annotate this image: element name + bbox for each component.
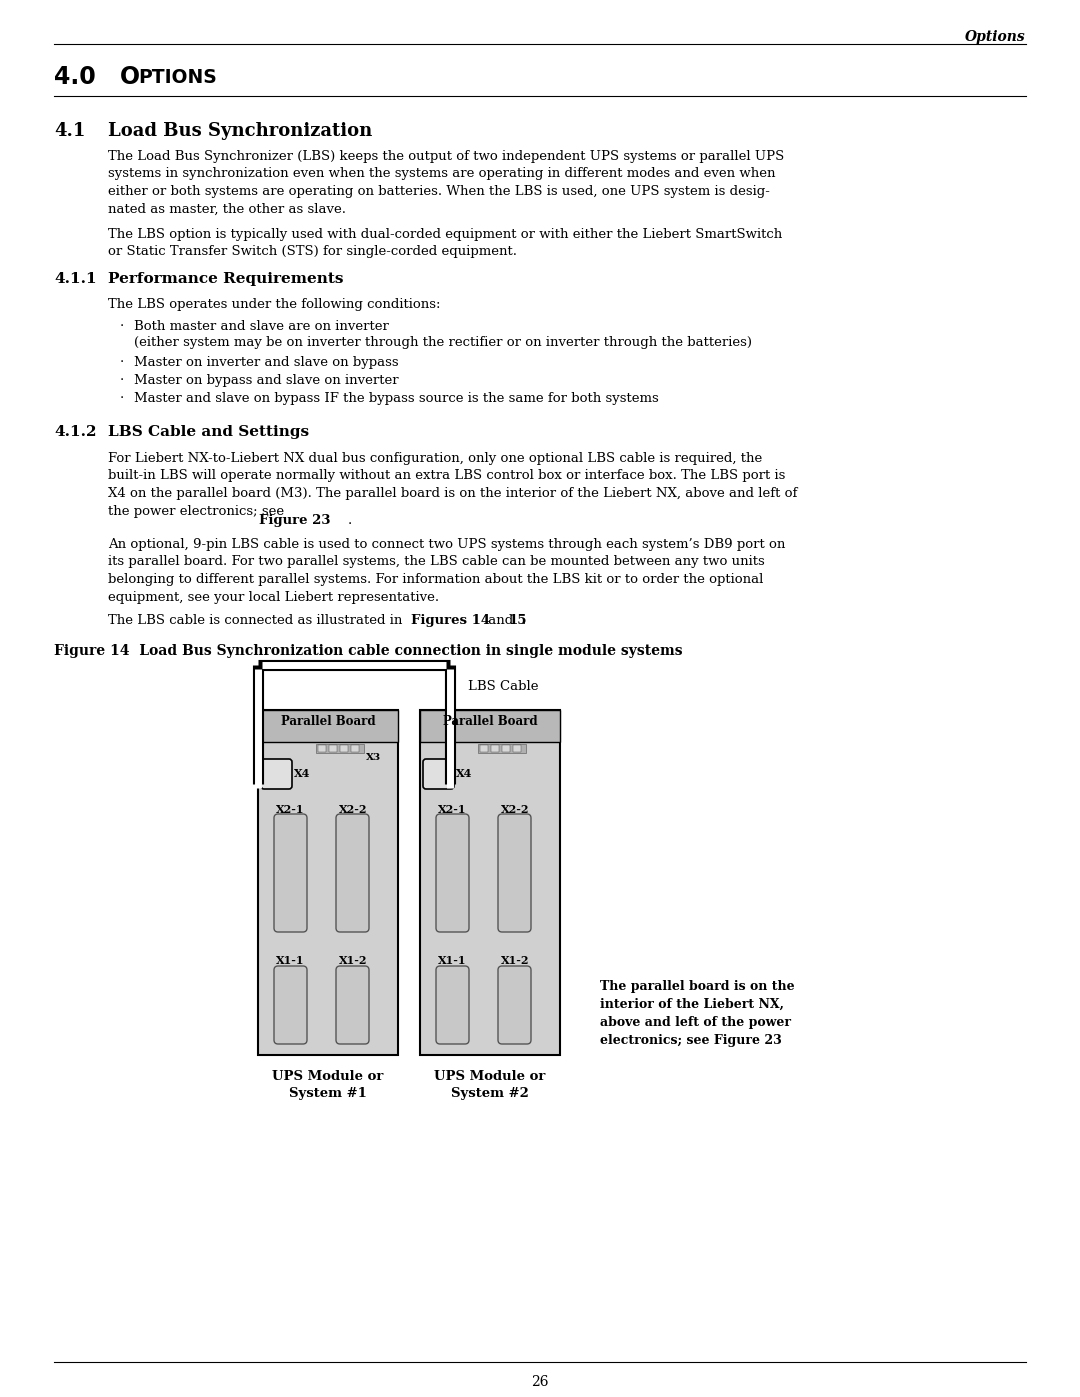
Text: X2-1: X2-1 [275,805,305,814]
Text: Master on bypass and slave on inverter: Master on bypass and slave on inverter [134,374,399,387]
Text: Figure 14  Load Bus Synchronization cable connection in single module systems: Figure 14 Load Bus Synchronization cable… [54,644,683,658]
Bar [351,745,359,752]
Bar [258,710,399,1055]
Text: Both master and slave are on inverter: Both master and slave are on inverter [134,320,389,332]
Text: Performance Requirements: Performance Requirements [108,272,343,286]
Text: 4.1.2: 4.1.2 [54,425,96,439]
Text: and: and [484,615,517,627]
Text: Options: Options [966,29,1026,43]
Text: ·: · [120,320,124,332]
Text: X1-2: X1-2 [501,956,529,965]
Text: 4.0: 4.0 [54,66,96,89]
Bar [329,745,337,752]
Bar [420,710,561,742]
Text: LBS Cable: LBS Cable [468,680,539,693]
FancyBboxPatch shape [423,759,454,789]
Text: X4: X4 [456,768,472,780]
Text: X1-1: X1-1 [437,956,467,965]
Text: Master on inverter and slave on bypass: Master on inverter and slave on bypass [134,356,399,369]
Text: 15: 15 [508,615,527,627]
Text: ·: · [120,374,124,387]
Text: X2-2: X2-2 [339,805,367,814]
Bar [502,745,510,752]
Text: Master and slave on bypass IF the bypass source is the same for both systems: Master and slave on bypass IF the bypass… [134,393,659,405]
Text: X1-2: X1-2 [339,956,367,965]
Text: X3: X3 [366,753,381,761]
Text: ·: · [120,393,124,405]
FancyBboxPatch shape [274,965,307,1044]
Text: The LBS option is typically used with dual-corded equipment or with either the L: The LBS option is typically used with du… [108,228,782,258]
Text: Parallel Board: Parallel Board [443,715,538,728]
Text: ·: · [120,356,124,369]
Text: UPS Module or
System #2: UPS Module or System #2 [434,1070,545,1099]
FancyBboxPatch shape [261,759,292,789]
Text: .: . [522,615,526,627]
Text: (either system may be on inverter through the rectifier or on inverter through t: (either system may be on inverter throug… [134,337,752,349]
Text: X4: X4 [294,768,310,780]
Bar [340,745,348,752]
Text: The LBS operates under the following conditions:: The LBS operates under the following con… [108,298,441,312]
Text: PTIONS: PTIONS [138,68,217,87]
Bar [316,745,364,753]
FancyBboxPatch shape [498,965,531,1044]
FancyBboxPatch shape [336,965,369,1044]
Bar [513,745,521,752]
Text: 4.1.1: 4.1.1 [54,272,96,286]
FancyBboxPatch shape [436,965,469,1044]
Bar [258,710,399,742]
Bar [478,745,526,753]
Text: Figure 23: Figure 23 [259,514,330,527]
Text: X2-1: X2-1 [437,805,467,814]
Text: Load Bus Synchronization: Load Bus Synchronization [108,122,373,140]
Text: The parallel board is on the
interior of the Liebert NX,
above and left of the p: The parallel board is on the interior of… [600,981,795,1046]
Bar [420,710,561,1055]
FancyBboxPatch shape [274,814,307,932]
Text: For Liebert NX-to-Liebert NX dual bus configuration, only one optional LBS cable: For Liebert NX-to-Liebert NX dual bus co… [108,453,797,517]
Text: The LBS cable is connected as illustrated in: The LBS cable is connected as illustrate… [108,615,407,627]
Text: X1-1: X1-1 [275,956,305,965]
Bar [480,745,488,752]
Text: 26: 26 [531,1375,549,1389]
Text: .: . [348,514,352,527]
Text: 4.1: 4.1 [54,122,85,140]
FancyBboxPatch shape [498,814,531,932]
Text: The Load Bus Synchronizer (LBS) keeps the output of two independent UPS systems : The Load Bus Synchronizer (LBS) keeps th… [108,149,784,215]
Text: O: O [120,66,140,89]
FancyBboxPatch shape [436,814,469,932]
FancyBboxPatch shape [336,814,369,932]
Bar [491,745,499,752]
Bar [318,745,326,752]
Text: Parallel Board: Parallel Board [281,715,376,728]
Text: LBS Cable and Settings: LBS Cable and Settings [108,425,309,439]
Text: X2-2: X2-2 [501,805,529,814]
Text: An optional, 9-pin LBS cable is used to connect two UPS systems through each sys: An optional, 9-pin LBS cable is used to … [108,538,785,604]
Text: UPS Module or
System #1: UPS Module or System #1 [272,1070,383,1099]
Text: Figures 14: Figures 14 [411,615,490,627]
